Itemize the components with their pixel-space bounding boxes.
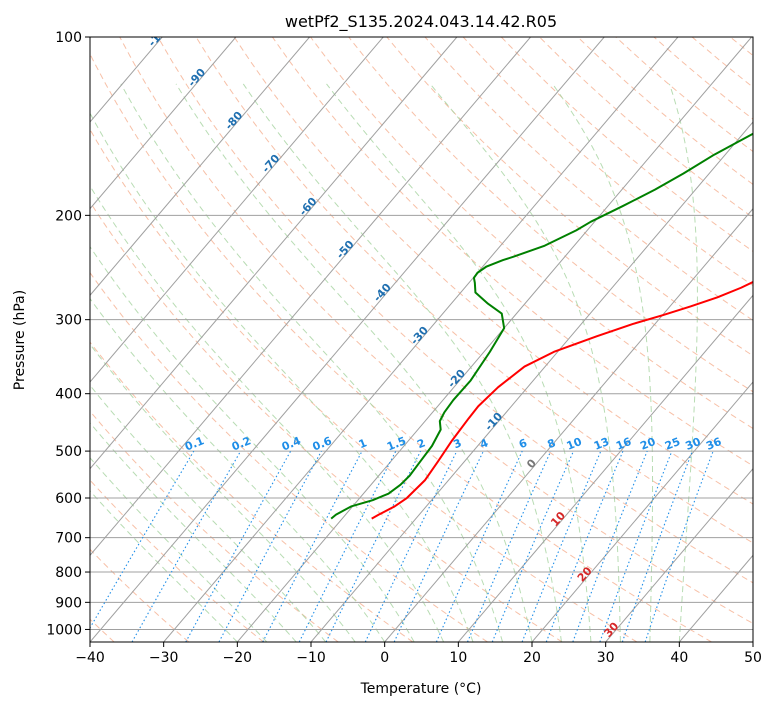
chart-title: wetPf2_S135.2024.043.14.42.R05: [285, 12, 557, 32]
mixing-ratio-line: [435, 450, 523, 642]
x-tick-label: −20: [223, 650, 253, 666]
x-axis-title: Temperature (°C): [360, 681, 482, 697]
mixing-ratio-line: [298, 450, 397, 642]
y-tick-label: 600: [55, 491, 82, 507]
dry-adiabat: [90, 479, 264, 642]
isotherm: [236, 37, 752, 642]
mixing-ratio-line: [621, 450, 693, 642]
y-axis: 100 200 300 400 500 600 700 800 900 1000: [46, 30, 90, 638]
dry-adiabat: [157, 37, 753, 584]
isotherm: [531, 381, 753, 642]
isotherm: [90, 37, 458, 470]
mixing-ratio-line: [218, 450, 322, 642]
isotherm: [310, 121, 753, 642]
dry-adiabat: [90, 271, 488, 642]
mixing-ratio-line: [185, 450, 292, 642]
y-tick-label: 700: [55, 531, 82, 547]
isotherm: [90, 37, 384, 383]
x-tick-label: −10: [296, 650, 326, 666]
x-tick-label: −30: [149, 650, 179, 666]
x-tick-label: −40: [75, 650, 105, 666]
dry-adiabat: [119, 37, 753, 625]
y-tick-label: 800: [55, 565, 82, 581]
y-tick-label: 500: [55, 444, 82, 460]
plot-frame: [89, 36, 754, 643]
x-tick-label: 0: [380, 650, 389, 666]
mixing-ratio-line: [466, 450, 552, 642]
y-tick-label: 400: [55, 387, 82, 403]
moist-adiabat: [242, 83, 562, 642]
x-tick-label: 40: [670, 650, 688, 666]
y-tick-label: 300: [55, 313, 82, 329]
isotherm: [90, 37, 531, 557]
moist-adiabat: [668, 83, 698, 642]
dry-adiabat: [271, 37, 753, 467]
mixing-ratio-label: 1: [357, 436, 369, 451]
isotherm: [605, 467, 753, 642]
x-axis: −40 −30 −20 −10 0 10 20 30 40 50: [75, 642, 762, 666]
mixing-ratio-label: 36: [704, 435, 723, 453]
dry-adiabat: [233, 37, 753, 505]
mixing-ratio-label: 2: [415, 436, 427, 451]
mixing-ratio-line: [521, 450, 602, 642]
moist-adiabat: [90, 343, 356, 642]
moist-adiabat: [175, 83, 533, 642]
mixing-ratio-label: 25: [663, 435, 682, 453]
moist-adiabat: [326, 83, 592, 642]
mixing-ratio-label: 13: [592, 435, 611, 453]
y-tick-label: 1000: [46, 622, 82, 638]
plot-series: [330, 132, 753, 520]
moist-adiabat: [552, 83, 654, 642]
y-tick-label: 900: [55, 595, 82, 611]
mixing-ratio-line: [545, 450, 624, 642]
temperature-profile: [371, 280, 753, 520]
mixing-ratio-label: 16: [614, 435, 633, 453]
dewpoint-profile: [330, 132, 753, 520]
isotherm: [90, 37, 237, 210]
dry-adiabat: [90, 341, 414, 642]
isotherm: [457, 294, 753, 642]
mixing-ratio-label: 20: [638, 435, 657, 453]
mixing-ratio-line: [644, 450, 714, 642]
moist-adiabat: [120, 83, 504, 642]
dry-adiabat: [90, 128, 638, 642]
dry-adiabat: [348, 37, 753, 393]
dry-adiabat: [310, 37, 753, 430]
moist-adiabat: [90, 457, 268, 642]
mixing-ratio-line: [491, 450, 575, 642]
moist-adiabat: [90, 490, 238, 642]
mixing-ratio-line: [599, 450, 673, 642]
y-tick-label: 200: [55, 208, 82, 224]
isotherm: [384, 207, 753, 642]
isotherm: [90, 37, 605, 642]
mixing-ratio-label: 3: [452, 436, 464, 451]
dry-adiabat: [90, 201, 563, 642]
moist-adiabat: [90, 297, 386, 642]
isotherm: [90, 37, 310, 297]
mixing-ratio-label: 10: [565, 435, 584, 453]
moist-adiabat: [90, 245, 415, 642]
y-axis-title: Pressure (hPa): [12, 290, 28, 390]
mixing-ratio-line: [325, 450, 422, 642]
x-tick-label: 10: [449, 650, 467, 666]
mixing-ratio-label: 30: [684, 435, 703, 453]
y-tick-label: 100: [55, 30, 82, 46]
plot-grid: [90, 37, 753, 642]
moist-adiabat: [429, 83, 621, 642]
dry-adiabat: [90, 52, 712, 642]
x-tick-label: 50: [744, 650, 762, 666]
dry-adiabat: [462, 37, 753, 287]
mixing-ratio-line: [572, 450, 648, 642]
moist-adiabat: [90, 384, 327, 642]
isotherm: [163, 37, 679, 642]
moist-adiabat: [90, 185, 445, 642]
mixing-ratio-label: 8: [546, 436, 558, 451]
dry-adiabat: [90, 548, 190, 642]
x-tick-label: 20: [523, 650, 541, 666]
x-tick-label: 30: [597, 650, 615, 666]
